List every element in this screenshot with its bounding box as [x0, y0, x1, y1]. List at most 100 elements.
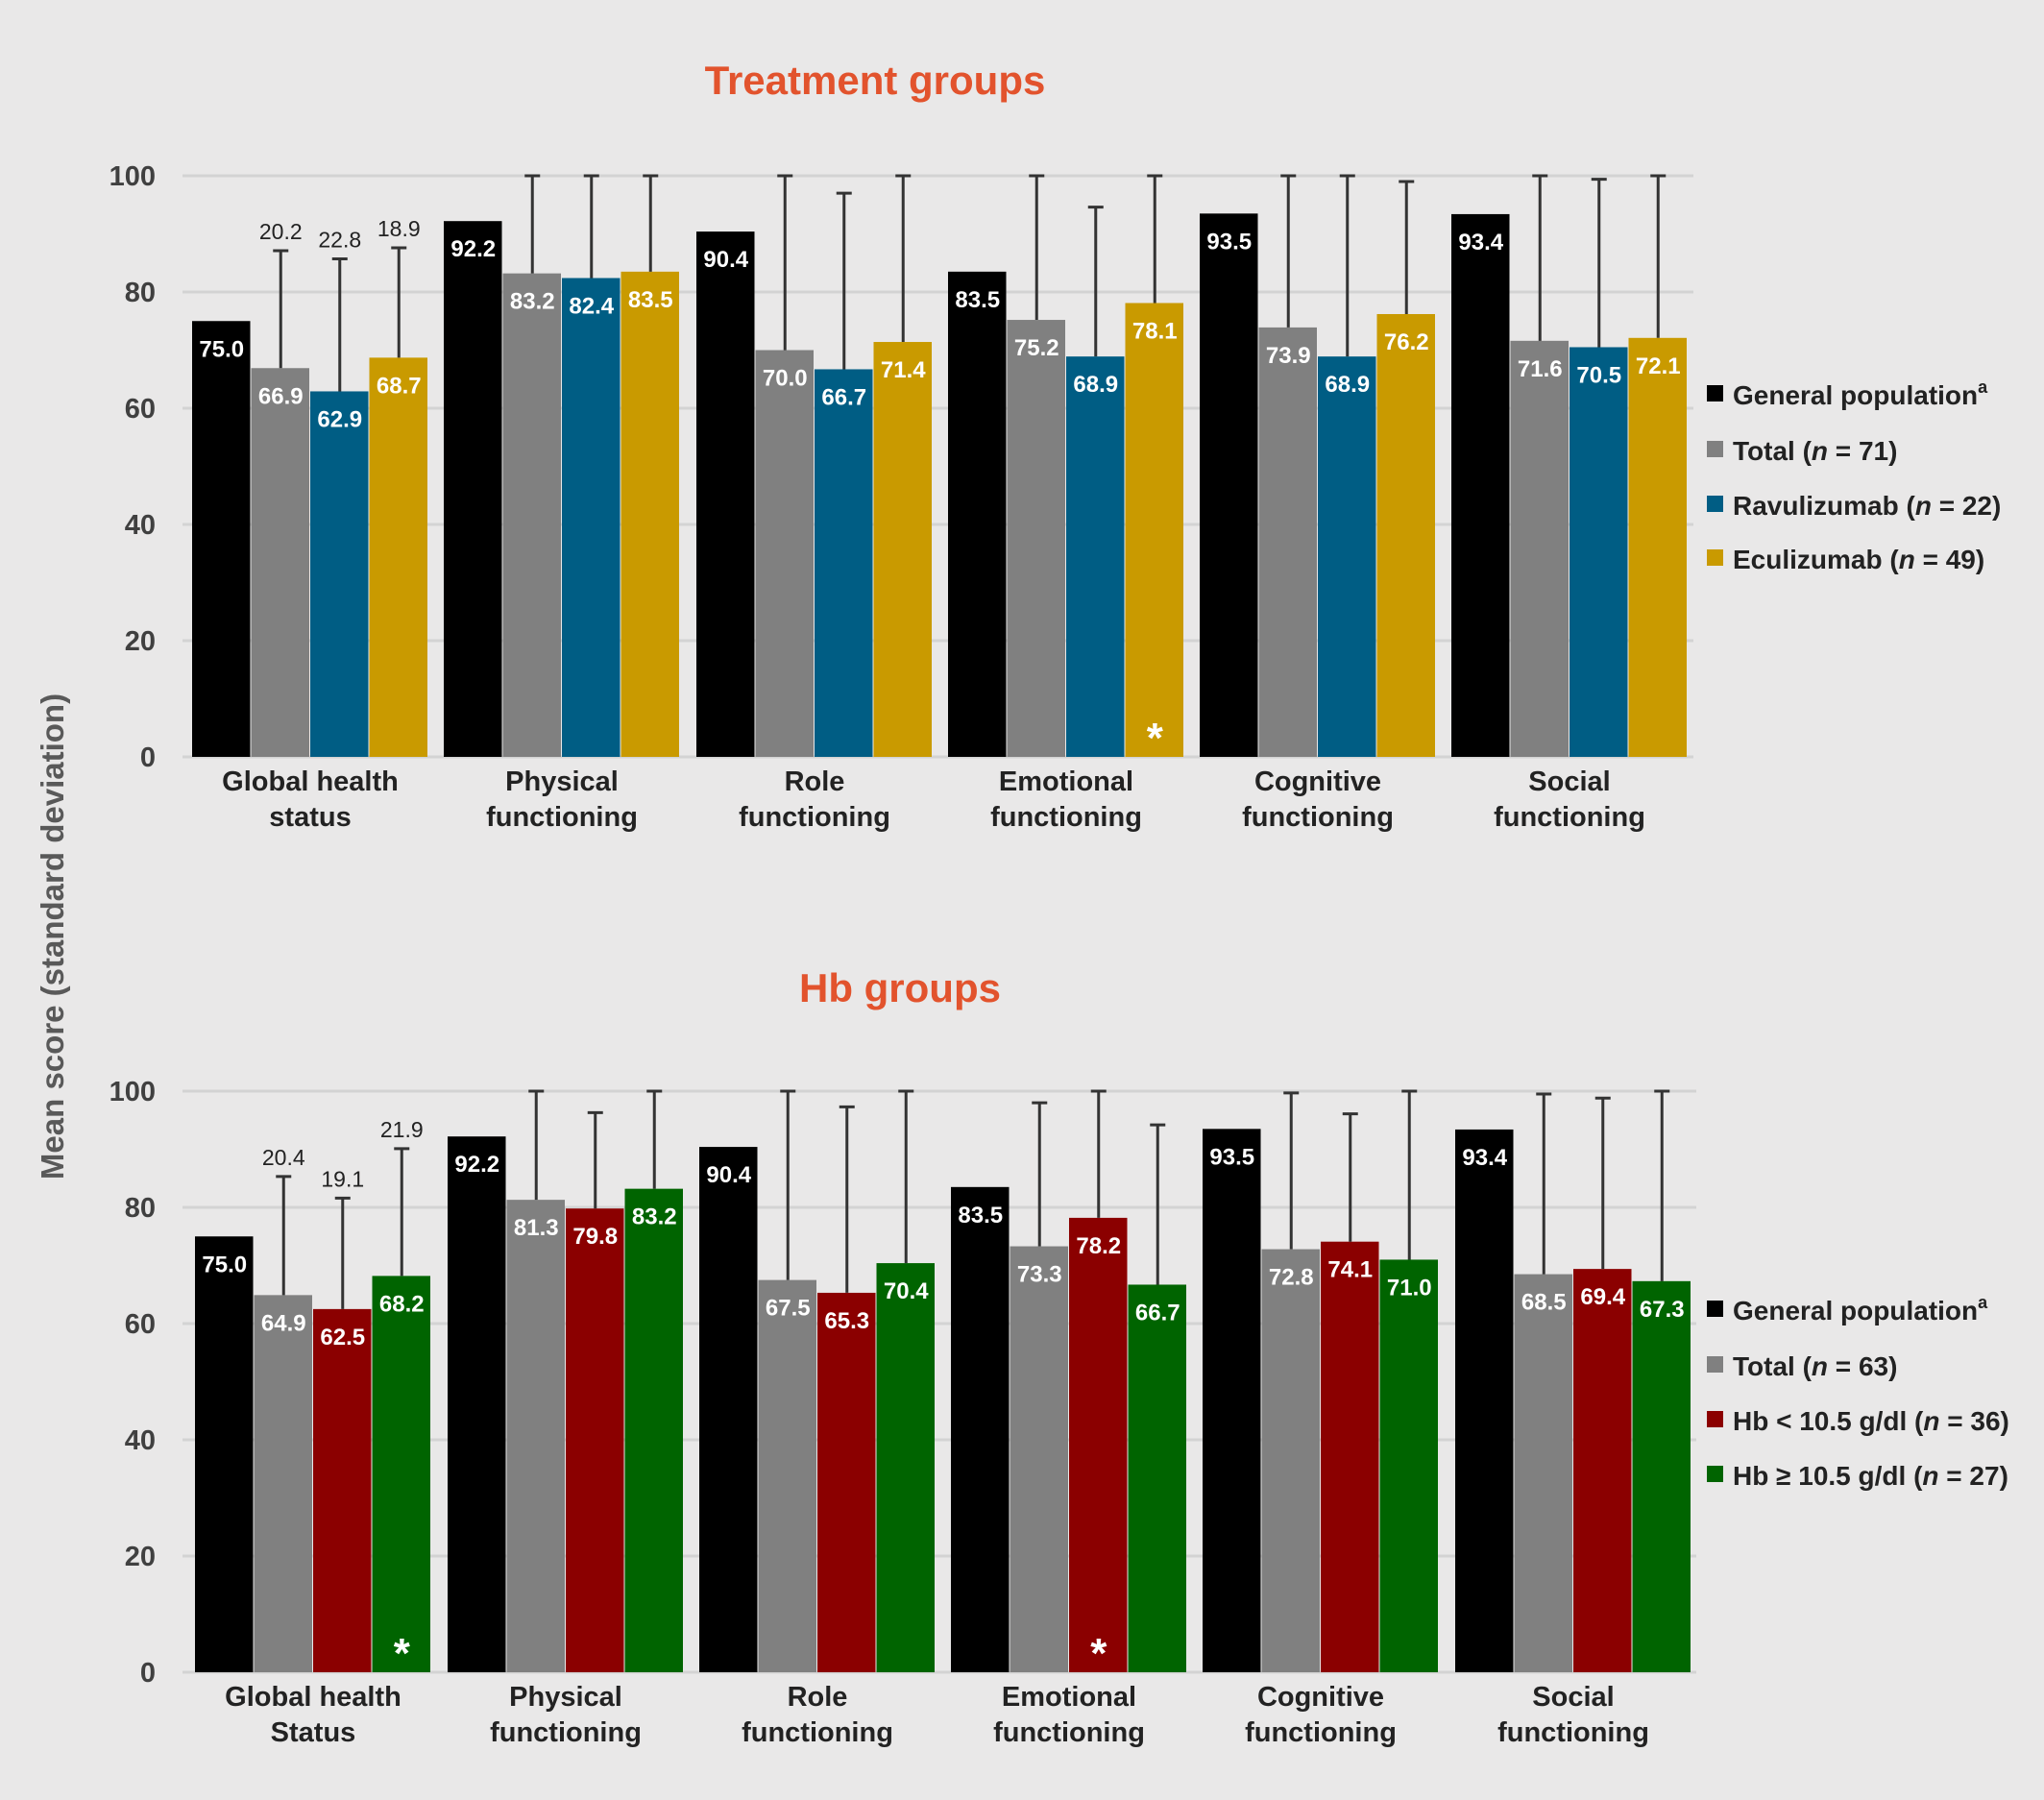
y-tick-label: 80 — [125, 1193, 156, 1224]
bar — [1258, 327, 1317, 757]
category-label: functioning — [1494, 802, 1645, 833]
data-label: 92.2 — [454, 1152, 499, 1178]
data-label: 93.4 — [1462, 1145, 1507, 1171]
y-tick-label: 0 — [140, 742, 156, 773]
data-label: 83.5 — [958, 1203, 1003, 1228]
category-label: functioning — [990, 802, 1142, 833]
data-label: 68.5 — [1521, 1290, 1567, 1316]
data-label: 62.9 — [317, 406, 362, 432]
category-label: Social — [1532, 1682, 1614, 1713]
bar — [1570, 347, 1628, 757]
data-label: 67.5 — [766, 1296, 811, 1322]
legend-entry: Total (n = 71) — [1733, 436, 1897, 466]
category-label: functioning — [1497, 1717, 1649, 1748]
bar — [1628, 337, 1687, 757]
bar — [251, 368, 309, 757]
category-label: Social — [1528, 766, 1610, 797]
legend-entry: General populationa — [1733, 1293, 1988, 1326]
data-label: 93.5 — [1206, 229, 1252, 255]
category-label: functioning — [742, 1717, 893, 1748]
legend-swatch — [1707, 1301, 1723, 1317]
category-label: Cognitive — [1257, 1682, 1384, 1713]
data-label: 67.3 — [1640, 1297, 1685, 1323]
bar — [1510, 340, 1569, 757]
data-label: 68.9 — [1073, 372, 1118, 398]
bar — [444, 221, 502, 757]
data-label: 83.2 — [632, 1204, 677, 1230]
category-label: Physical — [505, 766, 619, 797]
bar — [696, 231, 755, 757]
data-label: 73.3 — [1017, 1262, 1062, 1288]
data-label: 75.2 — [1014, 335, 1059, 361]
category-label: Physical — [509, 1682, 622, 1713]
bar — [1632, 1280, 1691, 1672]
bar — [502, 273, 561, 757]
legend-swatch — [1707, 496, 1723, 512]
category-label: Emotional — [999, 766, 1133, 797]
data-label: 72.8 — [1269, 1265, 1314, 1291]
data-label: 72.1 — [1636, 353, 1681, 379]
data-label: 71.0 — [1387, 1275, 1432, 1301]
category-label: functioning — [486, 802, 638, 833]
data-label: 83.5 — [628, 287, 673, 313]
data-label: 65.3 — [824, 1308, 869, 1334]
category-label: Role — [788, 1682, 848, 1713]
bar — [562, 278, 620, 757]
bar — [1125, 303, 1183, 757]
sd-label: 18.9 — [377, 216, 421, 241]
category-label: Cognitive — [1254, 766, 1381, 797]
bar — [372, 1276, 430, 1672]
bar — [1376, 313, 1435, 757]
bar — [948, 271, 1007, 757]
y-tick-label: 0 — [140, 1658, 156, 1689]
data-label: 79.8 — [572, 1224, 618, 1250]
bar — [873, 342, 932, 757]
legend-swatch — [1707, 385, 1723, 401]
category-label: Status — [271, 1717, 356, 1748]
significance-marker: * — [394, 1630, 411, 1677]
bar — [699, 1147, 758, 1672]
y-axis-label: Mean score (standard deviation) — [35, 693, 70, 1180]
y-tick-label: 100 — [110, 161, 156, 192]
bar — [1455, 1129, 1514, 1672]
data-label: 73.9 — [1266, 343, 1311, 369]
treatment-groups-chart: Treatment groups 0 20 40 60 80 100 75.0 92.2 90.4… — [110, 58, 2002, 833]
legend-entry: Hb ≥ 10.5 g/dl (n = 27) — [1733, 1461, 2008, 1491]
category-label: Global health — [222, 766, 399, 797]
legend-entry: Hb < 10.5 g/dl (n = 36) — [1733, 1406, 2009, 1436]
chart-title: Hb groups — [799, 965, 1001, 1010]
bar — [1128, 1284, 1186, 1672]
bar — [624, 1188, 683, 1672]
legend-entry: Total (n = 63) — [1733, 1351, 1897, 1381]
data-label: 90.4 — [703, 247, 748, 273]
legend-entry: Eculizumab (n = 49) — [1733, 545, 1984, 574]
bar — [369, 357, 427, 757]
bar — [755, 350, 814, 757]
bar — [1007, 320, 1065, 757]
y-tick-label: 80 — [125, 278, 156, 308]
data-label: 81.3 — [514, 1215, 559, 1241]
category-label: functioning — [1242, 802, 1394, 833]
data-label: 83.5 — [955, 287, 1000, 313]
data-label: 70.5 — [1576, 362, 1621, 388]
significance-marker: * — [1147, 715, 1164, 762]
bar — [1318, 356, 1376, 757]
data-label: 68.2 — [379, 1291, 425, 1317]
sd-label: 19.1 — [321, 1166, 364, 1191]
y-tick-label: 60 — [125, 394, 156, 425]
data-label: 92.2 — [450, 236, 496, 262]
bar — [566, 1208, 624, 1672]
sd-label: 22.8 — [318, 228, 361, 253]
legend-swatch — [1707, 1411, 1723, 1427]
y-tick-label: 60 — [125, 1309, 156, 1340]
bar — [192, 321, 251, 757]
y-tick-label: 40 — [125, 1425, 156, 1456]
data-label: 78.2 — [1076, 1233, 1121, 1259]
data-label: 90.4 — [706, 1162, 751, 1188]
data-label: 71.4 — [881, 357, 926, 383]
legend-swatch — [1707, 441, 1723, 457]
bar — [1069, 1217, 1128, 1672]
bar — [951, 1186, 1010, 1672]
bar — [313, 1308, 372, 1672]
